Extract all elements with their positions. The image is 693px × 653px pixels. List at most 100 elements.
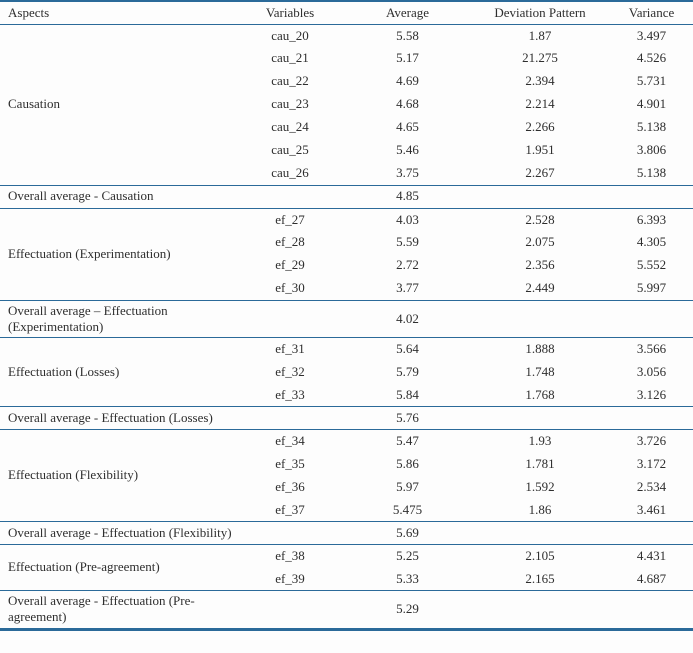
empty-cell <box>470 522 610 545</box>
empty-cell <box>470 407 610 430</box>
deviation-cell: 1.86 <box>528 501 552 517</box>
header-row: Aspects Variables Average Deviation Patt… <box>0 1 693 24</box>
empty-cell <box>470 185 610 208</box>
overall-label-cell: Overall average - Effectuation (Pre-agre… <box>0 591 345 630</box>
average-cell: 4.68 <box>396 96 419 112</box>
average-cell: 5.84 <box>396 386 419 402</box>
variable-cell: cau_23 <box>271 96 309 112</box>
variance-cell: 3.497 <box>636 27 667 43</box>
deviation-cell: 2.449 <box>525 280 555 296</box>
table-row: Effectuation (Flexibility) ef_34 5.47 1.… <box>0 429 693 482</box>
variance-cell: 3.056 <box>636 363 667 379</box>
variance-cell: 5.138 <box>636 119 667 135</box>
deviation-cell: 1.768 <box>525 386 555 402</box>
variable-cell: ef_35 <box>275 455 305 471</box>
variable-cell: cau_26 <box>271 165 309 181</box>
overall-average-cell: 4.02 <box>396 310 419 326</box>
overall-label: Overall average - Effectuation (Pre-agre… <box>8 593 195 625</box>
variance-cell: 5.552 <box>636 257 667 273</box>
average-cell: 5.47 <box>396 433 419 449</box>
table-row: ef_32 5.79 1.748 3.056 <box>0 361 693 384</box>
variable-cell: ef_31 <box>275 341 305 357</box>
overall-row-pre-agreement: Overall average - Effectuation (Pre-agre… <box>0 590 693 630</box>
variance-cell: 4.305 <box>636 234 667 250</box>
overall-row-losses: Overall average - Effectuation (Losses) … <box>0 406 693 430</box>
average-cell: 5.58 <box>396 27 419 43</box>
table-row: ef_39 5.33 2.165 4.687 <box>0 568 693 591</box>
variance-cell: 6.393 <box>636 211 667 227</box>
table-row: Causation cau_20 5.58 1.87 3.497 <box>0 24 693 112</box>
average-cell: 4.65 <box>396 119 419 135</box>
variable-cell: ef_39 <box>275 570 305 586</box>
overall-label-cell: Overall average – Effectuation (Experime… <box>0 300 345 338</box>
empty-cell <box>610 300 693 338</box>
table-row: ef_30 3.77 2.449 5.997 <box>0 277 693 300</box>
table-row: ef_37 5.475 1.86 3.461 <box>0 499 693 522</box>
average-cell: 3.75 <box>396 165 419 181</box>
deviation-cell: 1.87 <box>528 27 552 43</box>
table-row: ef_36 5.97 1.592 2.534 <box>0 476 693 499</box>
table-row: cau_24 4.65 2.266 5.138 <box>0 116 693 139</box>
deviation-cell: 1.888 <box>525 341 555 357</box>
variance-cell: 5.731 <box>636 73 667 89</box>
overall-label-cell: Overall average - Effectuation (Losses) <box>0 407 345 430</box>
average-cell: 3.77 <box>396 280 419 296</box>
aspect-cell-pre-agreement: Effectuation (Pre-agreement) <box>8 559 160 575</box>
overall-label: Overall average - Causation <box>8 188 154 204</box>
deviation-cell: 1.748 <box>525 363 555 379</box>
average-cell: 2.72 <box>396 257 419 273</box>
average-cell: 5.79 <box>396 363 419 379</box>
variable-cell: ef_29 <box>275 257 305 273</box>
average-cell: 4.69 <box>396 73 419 89</box>
table-row: cau_26 3.75 2.267 5.138 <box>0 162 693 185</box>
empty-cell <box>610 522 693 545</box>
variable-cell: ef_30 <box>275 280 305 296</box>
table-row: cau_22 4.69 2.394 5.731 <box>0 70 693 93</box>
table-row: cau_25 5.46 1.951 3.806 <box>0 139 693 162</box>
average-cell: 4.03 <box>396 211 419 227</box>
variable-cell: ef_32 <box>275 363 305 379</box>
overall-label: Overall average - Effectuation (Losses) <box>8 409 213 425</box>
overall-label: Overall average – Effectuation (Experime… <box>8 302 168 334</box>
statistics-table: Aspects Variables Average Deviation Patt… <box>0 0 693 631</box>
deviation-cell: 1.592 <box>525 478 555 494</box>
column-header-deviation-pattern: Deviation Pattern <box>494 4 586 20</box>
table-row: ef_33 5.84 1.768 3.126 <box>0 384 693 407</box>
variable-cell: cau_25 <box>271 142 309 158</box>
variance-cell: 3.566 <box>636 341 667 357</box>
deviation-cell: 2.105 <box>525 548 555 564</box>
average-cell: 5.25 <box>396 548 419 564</box>
overall-label: Overall average - Effectuation (Flexibil… <box>8 524 232 540</box>
variance-cell: 5.138 <box>636 165 667 181</box>
empty-cell <box>610 185 693 208</box>
average-cell: 5.475 <box>392 501 423 517</box>
table-row: Effectuation (Pre-agreement) ef_38 5.25 … <box>0 544 693 574</box>
deviation-cell: 2.528 <box>525 211 555 227</box>
variable-cell: cau_21 <box>271 50 309 66</box>
average-cell: 5.97 <box>396 478 419 494</box>
deviation-cell: 2.075 <box>525 234 555 250</box>
average-cell: 5.59 <box>396 234 419 250</box>
deviation-cell: 21.275 <box>522 50 558 66</box>
deviation-cell: 2.165 <box>525 570 555 586</box>
variable-cell: ef_38 <box>275 548 305 564</box>
average-cell: 5.17 <box>396 50 419 66</box>
variable-cell: ef_27 <box>275 211 305 227</box>
deviation-cell: 2.214 <box>525 96 555 112</box>
average-cell: 5.33 <box>396 570 419 586</box>
table-row: ef_28 5.59 2.075 4.305 <box>0 231 693 254</box>
table-row: Effectuation (Losses) ef_31 5.64 1.888 3… <box>0 337 693 379</box>
aspect-cell-causation: Causation <box>8 96 60 112</box>
empty-cell <box>470 300 610 338</box>
overall-label-cell: Overall average - Effectuation (Flexibil… <box>0 522 345 545</box>
deviation-cell: 2.394 <box>525 73 555 89</box>
variance-cell: 3.726 <box>636 433 667 449</box>
empty-cell <box>610 407 693 430</box>
overall-row-experimentation: Overall average – Effectuation (Experime… <box>0 300 693 338</box>
variable-cell: ef_36 <box>275 478 305 494</box>
variance-cell: 3.126 <box>636 386 667 402</box>
overall-row-flexibility: Overall average - Effectuation (Flexibil… <box>0 521 693 545</box>
table-row: cau_21 5.17 21.275 4.526 <box>0 47 693 70</box>
variable-cell: cau_22 <box>271 73 309 89</box>
overall-average-cell: 4.85 <box>396 188 419 204</box>
